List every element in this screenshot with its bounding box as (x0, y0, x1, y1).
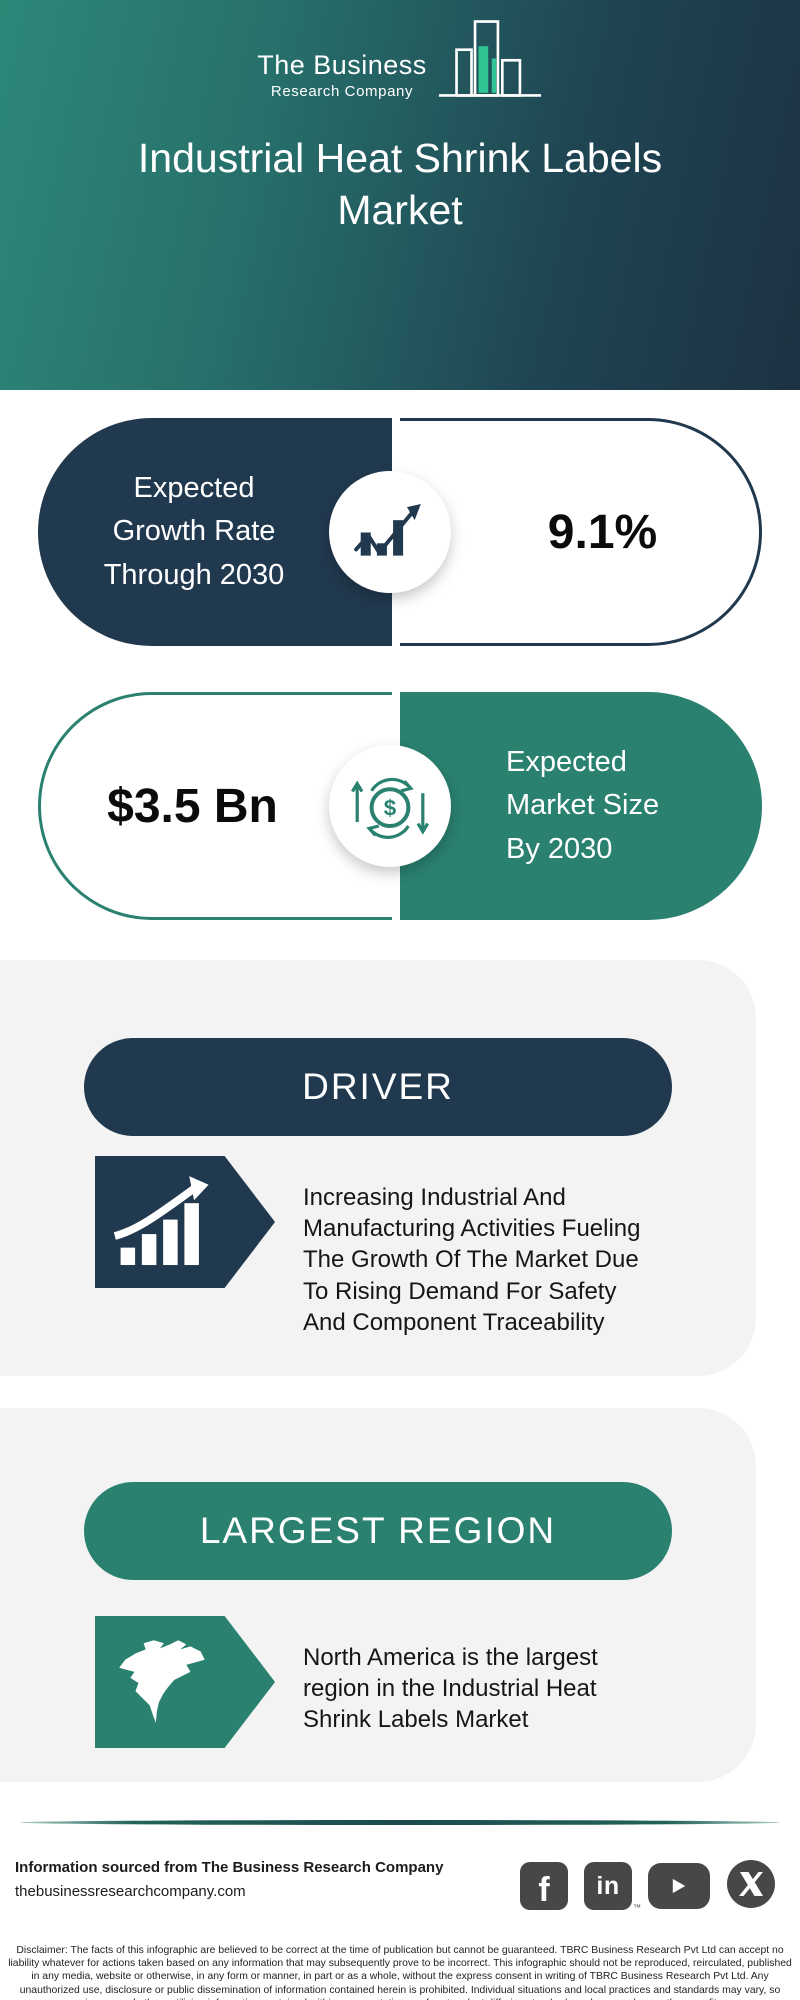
north-america-map-icon (95, 1615, 275, 1748)
linkedin-icon[interactable]: in ™ (584, 1862, 641, 1912)
market-size-value-text: $3.5 Bn (107, 779, 278, 833)
page-title-line1: Industrial Heat Shrink Labels (137, 135, 663, 181)
growth-rate-value: 9.1% (400, 418, 762, 646)
growth-rate-card: Expected Growth Rate Through 2030 9.1% (38, 418, 762, 646)
page-title-line2: Market (337, 187, 463, 234)
svg-text:$: $ (384, 796, 397, 821)
growth-label-line2: Growth Rate (112, 515, 276, 548)
size-label-line2: Market Size (506, 789, 660, 822)
driver-heading-pill: DRIVER (84, 1038, 672, 1136)
logo-bar-chart-icon (437, 18, 543, 104)
size-label-line3: By 2030 (506, 832, 613, 865)
x-icon[interactable] (726, 1859, 776, 1914)
region-heading-pill: LARGEST REGION (84, 1481, 672, 1580)
market-size-label: Expected Market Size By 2030 (400, 692, 762, 920)
youtube-icon[interactable] (648, 1863, 710, 1909)
brand-subname: Research Company (270, 83, 414, 100)
driver-text: Increasing Industrial And Manufacturing … (303, 1184, 641, 1336)
brand-name: The Business (257, 50, 427, 80)
footer: Information sourced from The Business Re… (15, 1859, 776, 1914)
social-icons: f in ™ (520, 1859, 776, 1914)
region-row: North America is the largest region in t… (95, 1615, 756, 1760)
divider (20, 1819, 780, 1825)
growth-chart-arrow-icon (329, 471, 451, 593)
region-panel: LARGEST REGION North America is the larg… (0, 1407, 756, 1782)
website-url[interactable]: thebusinessresearchcompany.com (15, 1882, 246, 1900)
growth-rate-value-text: 9.1% (547, 505, 658, 559)
linkedin-tm: ™ (633, 1903, 641, 1912)
dollar-exchange-icon: $ (329, 745, 451, 867)
region-heading-text: LARGEST REGION (199, 1509, 557, 1551)
region-text: North America is the largest region in t… (303, 1643, 598, 1734)
rising-bars-arrow-icon (95, 1156, 275, 1288)
source-line: Information sourced from The Business Re… (15, 1858, 444, 1876)
driver-heading-text: DRIVER (302, 1066, 454, 1107)
brand-logo-text: The Business Research Company (257, 50, 427, 104)
driver-row: Increasing Industrial And Manufacturing … (95, 1156, 756, 1362)
driver-panel: DRIVER Increasing Industrial And Manufac… (0, 960, 756, 1376)
growth-label-line3: Through 2030 (103, 558, 285, 591)
size-label-line1: Expected (506, 745, 627, 778)
page-title: Industrial Heat Shrink Labels Market (30, 132, 770, 237)
hero-header: The Business Research Company Industrial… (0, 0, 800, 390)
market-size-value: $3.5 Bn (38, 692, 392, 920)
market-size-card: $3.5 Bn Expected Market Size By 2030 $ (38, 692, 762, 920)
facebook-icon[interactable]: f (520, 1862, 568, 1910)
source-text: Information sourced from The Business Re… (15, 1859, 443, 1900)
brand-logo: The Business Research Company (0, 0, 800, 104)
disclaimer: Disclaimer: The facts of this infographi… (8, 1944, 792, 2000)
growth-label-line1: Expected (133, 471, 255, 504)
